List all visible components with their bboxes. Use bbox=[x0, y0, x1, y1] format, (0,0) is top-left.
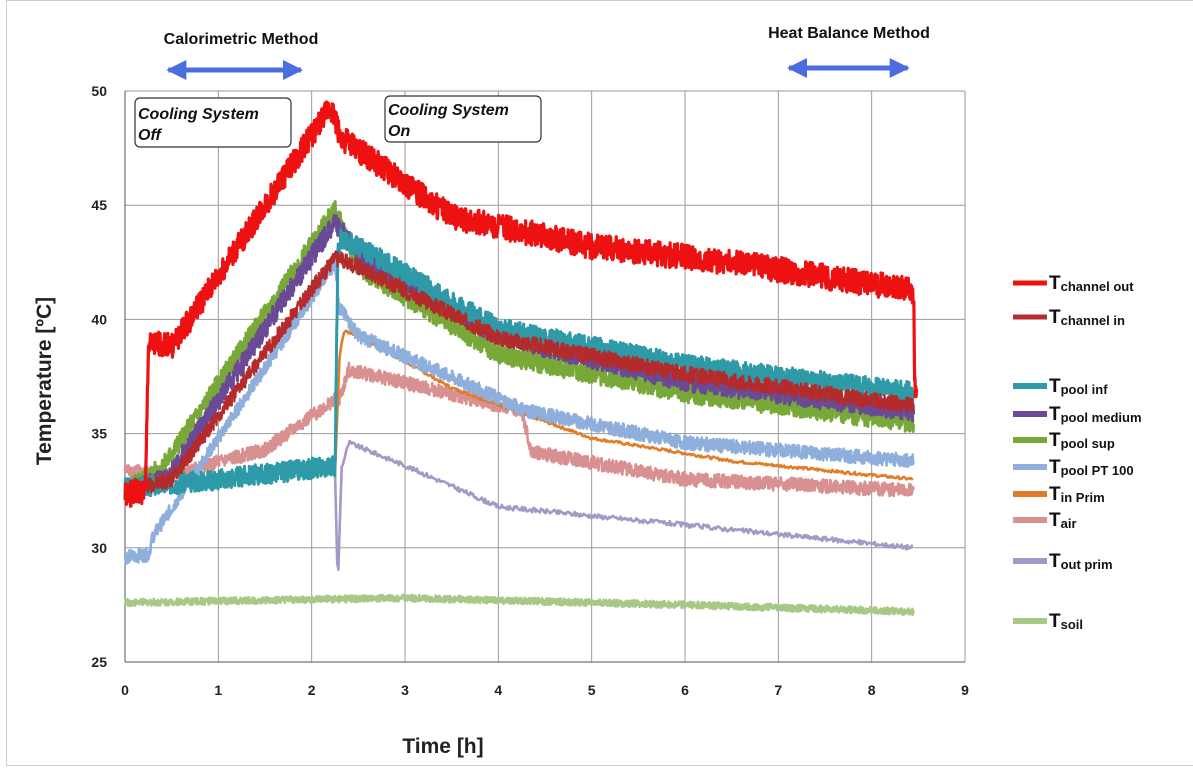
cooling-off-box: Cooling System Off bbox=[134, 97, 292, 148]
legend-label: Tsoil bbox=[1049, 611, 1083, 632]
x-axis-label: Time [h] bbox=[402, 735, 483, 758]
y-tick-label: 45 bbox=[91, 197, 107, 213]
heat-balance-method-label: Heat Balance Method bbox=[768, 25, 930, 42]
y-axis-label: Temperature [ºC] bbox=[33, 297, 56, 465]
x-tick-label: 6 bbox=[681, 682, 689, 698]
y-tick-label: 40 bbox=[91, 311, 107, 327]
y-tick-label: 30 bbox=[91, 540, 107, 556]
y-tick-labels: 25 30 35 40 45 50 bbox=[91, 83, 107, 670]
cooling-off-line2: Off bbox=[138, 127, 162, 144]
series-line-in-prim bbox=[333, 329, 914, 481]
series-line-channel-in bbox=[123, 250, 915, 498]
series-line-pool-sup bbox=[123, 200, 915, 501]
x-tick-label: 4 bbox=[494, 682, 502, 698]
y-tick-label: 50 bbox=[91, 83, 107, 99]
cooling-on-line2: On bbox=[388, 123, 410, 140]
legend-label: Tpool PT 100 bbox=[1049, 457, 1134, 478]
legend-label: Tpool medium bbox=[1049, 404, 1142, 425]
legend-label: Tin Prim bbox=[1049, 484, 1105, 505]
x-tick-label: 7 bbox=[774, 682, 782, 698]
axes bbox=[124, 91, 965, 663]
legend: Tchannel out Tchannel in Tpool inf Tpool me… bbox=[1013, 273, 1142, 632]
y-tick-label: 25 bbox=[91, 654, 107, 670]
legend-label: Tchannel out bbox=[1049, 273, 1134, 294]
x-tick-labels: 0 1 2 3 4 5 6 7 8 9 bbox=[121, 682, 969, 698]
calorimetric-method-label: Calorimetric Method bbox=[164, 31, 319, 48]
x-tick-label: 0 bbox=[121, 682, 129, 698]
cooling-on-box: Cooling System On bbox=[384, 95, 542, 143]
x-tick-label: 2 bbox=[308, 682, 316, 698]
legend-label: Tpool inf bbox=[1049, 376, 1108, 397]
legend-label: Tair bbox=[1049, 510, 1077, 531]
x-tick-label: 9 bbox=[961, 682, 969, 698]
x-tick-label: 5 bbox=[588, 682, 596, 698]
y-tick-label: 35 bbox=[91, 426, 107, 442]
x-tick-label: 8 bbox=[868, 682, 876, 698]
x-tick-label: 1 bbox=[214, 682, 222, 698]
series-line-out-prim bbox=[333, 439, 914, 571]
legend-label: Tchannel in bbox=[1049, 307, 1125, 328]
x-tick-label: 3 bbox=[401, 682, 409, 698]
legend-label: Tpool sup bbox=[1049, 430, 1115, 451]
series-line-soil bbox=[123, 593, 915, 617]
annotations: Calorimetric Method Heat Balance Method … bbox=[134, 25, 930, 148]
legend-label: Tout prim bbox=[1049, 551, 1113, 572]
series-line-pool-pt-100 bbox=[123, 256, 915, 565]
cooling-off-line1: Cooling System bbox=[138, 106, 259, 123]
cooling-on-line1: Cooling System bbox=[388, 102, 509, 119]
series-line-channel-out bbox=[123, 100, 919, 508]
series-lines bbox=[123, 100, 919, 617]
